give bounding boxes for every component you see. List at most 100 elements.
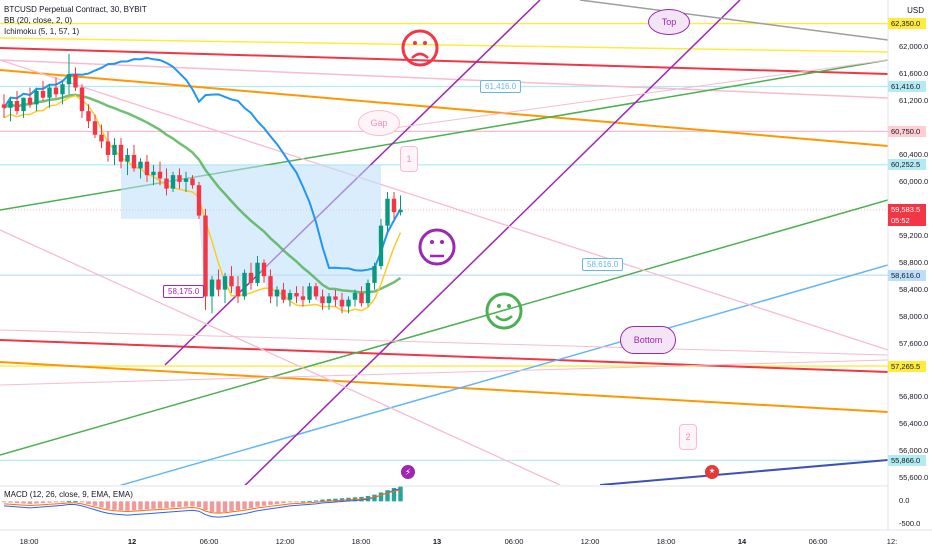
price-tick-label: 60,000.0 — [899, 176, 929, 186]
candle-body — [164, 178, 169, 189]
candle-body — [14, 101, 20, 112]
trend-line — [599, 459, 888, 485]
macd-tick-label: 0.0 — [899, 496, 910, 506]
price-tick-label: 61,600.0 — [899, 69, 929, 79]
candle-body — [261, 262, 267, 277]
countdown-tag: 05:52 — [888, 215, 926, 227]
macd-histogram-bar — [320, 499, 325, 502]
candle-body — [229, 276, 234, 287]
label-one-callout[interactable]: 1 — [400, 146, 418, 172]
bottom-callout-text: Bottom — [633, 335, 663, 345]
macd-histogram-bar — [287, 501, 293, 503]
candle-body — [320, 296, 325, 304]
macd-histogram-bar — [34, 501, 39, 504]
candle-body — [138, 161, 143, 169]
candle-body — [203, 215, 208, 297]
macd-line — [3, 488, 401, 518]
macd-histogram-bar — [21, 501, 26, 504]
candle-body — [112, 144, 117, 155]
candle-body — [313, 286, 319, 297]
price-callout-58616-text: 58,616.0 — [587, 260, 619, 269]
macd-histogram-bar — [105, 501, 111, 509]
macd-histogram-bar — [151, 501, 156, 509]
price-callout-58616[interactable]: 58,616.0 — [582, 258, 624, 271]
macd-histogram-bar — [170, 501, 176, 508]
candle-body — [1, 104, 7, 108]
candle-body — [118, 144, 124, 162]
macd-histogram-bar — [112, 501, 117, 510]
macd-histogram-bar — [53, 501, 59, 503]
bb-indicator-label[interactable]: BB (20, close, 2, 0) — [4, 16, 73, 25]
price-callout-61416[interactable]: 61,416.0 — [480, 80, 522, 93]
macd-histogram-bar — [398, 486, 403, 502]
candle-body — [281, 289, 286, 300]
macd-histogram-bar — [73, 501, 78, 503]
macd-histogram-bar — [255, 501, 260, 507]
candle-body — [8, 101, 13, 108]
time-tick-label: 18:00 — [19, 537, 39, 546]
candle-body — [339, 299, 345, 307]
candle-body — [47, 87, 52, 98]
top-callout[interactable]: Top — [648, 9, 690, 35]
time-tick-label: 12:00 — [275, 537, 295, 546]
currency-label[interactable]: USD — [907, 6, 924, 15]
macd-histogram-bar — [60, 501, 65, 503]
chart-legend: BTCUSD Perpetual Contract, 30, BYBIT BB … — [4, 4, 147, 37]
macd-histogram-bar — [183, 501, 189, 507]
candle-body — [287, 293, 293, 300]
time-tick-label: 14 — [737, 537, 747, 546]
candle-body — [66, 74, 72, 85]
ichimoku-indicator-label[interactable]: Ichimoku (5, 1, 57, 1) — [4, 27, 80, 36]
macd-histogram-bar — [307, 500, 312, 502]
bottom-callout[interactable]: Bottom — [620, 326, 676, 354]
macd-indicator-label[interactable]: MACD (12, 26, close, 9, EMA, EMA) — [4, 490, 133, 499]
candle-body — [372, 266, 377, 283]
candle-body — [391, 198, 397, 213]
macd-histogram-bar — [8, 501, 13, 503]
time-tick-label: 18:00 — [351, 537, 371, 546]
price-tag: 57,265.5 — [888, 360, 926, 372]
candle-body — [359, 293, 364, 304]
trend-line — [0, 199, 888, 456]
candle-body — [21, 97, 26, 112]
candle-body — [125, 154, 130, 162]
candle-body — [99, 134, 104, 142]
price-tag: 58,616.0 — [888, 269, 926, 281]
macd-histogram-bar — [131, 501, 137, 511]
price-tick-label: 59,200.0 — [899, 230, 929, 240]
time-tick-label: 13 — [432, 537, 442, 546]
trend-line — [0, 59, 888, 99]
price-callout-58175[interactable]: 58,175.0 — [163, 285, 205, 298]
macd-histogram-bar — [177, 501, 182, 508]
macd-histogram-bar — [242, 501, 247, 510]
price-tick-label: 56,000.0 — [899, 446, 929, 456]
time-tick-label: 06:00 — [808, 537, 828, 546]
candle-body — [79, 87, 85, 112]
macd-histogram-bar — [235, 501, 241, 511]
candle-body — [307, 286, 312, 300]
price-tag: 61,416.0 — [888, 80, 926, 92]
trend-line — [0, 47, 888, 75]
macd-histogram-bar — [333, 498, 338, 502]
macd-histogram-bar — [385, 490, 390, 502]
symbol-title[interactable]: BTCUSD Perpetual Contract, 30, BYBIT — [4, 5, 147, 14]
trend-line — [0, 359, 888, 386]
macd-histogram-bar — [40, 501, 46, 504]
gap-callout[interactable]: Gap — [358, 110, 400, 136]
candle-body — [40, 90, 46, 98]
us-flag-event-icon[interactable]: ★ — [705, 465, 719, 479]
time-tick-label: 06:00 — [199, 537, 219, 546]
macd-histogram-bar — [229, 501, 234, 512]
macd-histogram-bar — [339, 498, 345, 502]
candle-body — [365, 282, 371, 304]
trend-line — [0, 69, 888, 147]
lightning-event-icon[interactable]: ⚡ — [401, 465, 415, 479]
label-two-callout[interactable]: 2 — [679, 424, 697, 450]
candle-body — [255, 262, 260, 283]
price-tick-label: 62,000.0 — [899, 42, 929, 52]
candle-body — [183, 178, 189, 182]
candle-body — [274, 289, 280, 297]
candle-body — [209, 279, 215, 297]
